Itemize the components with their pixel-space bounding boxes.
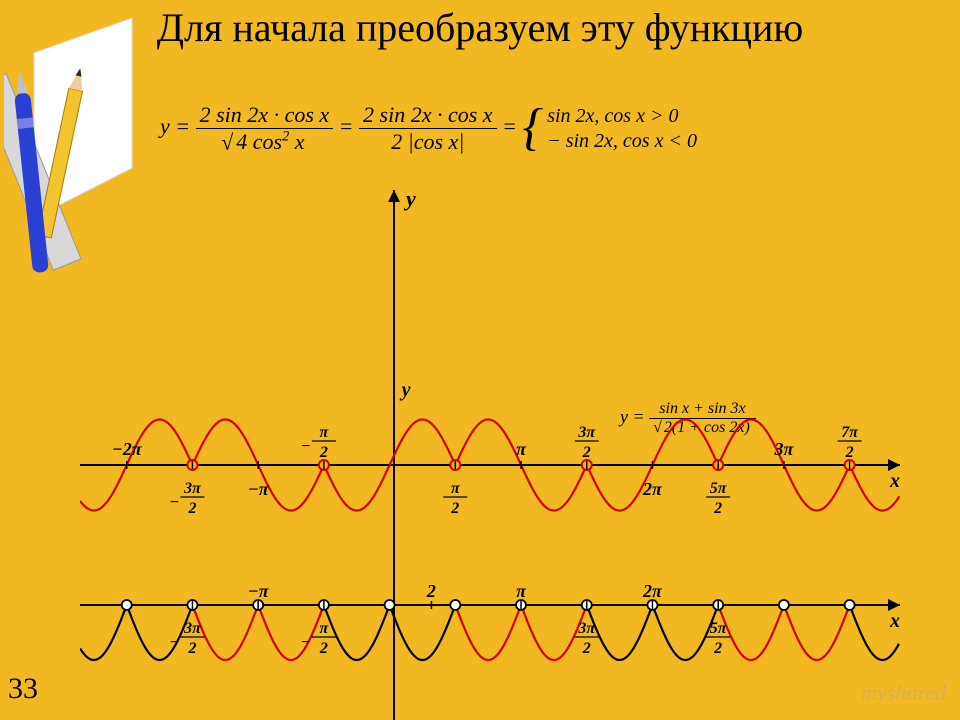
svg-text:7π: 7π <box>841 424 859 441</box>
svg-text:2: 2 <box>187 500 196 517</box>
svg-text:2: 2 <box>713 640 722 657</box>
svg-text:−: − <box>301 438 311 455</box>
slide-title: Для начала преобразуем эту функцию <box>0 6 960 50</box>
svg-text:2: 2 <box>582 640 591 657</box>
svg-text:π: π <box>516 581 527 601</box>
svg-text:2: 2 <box>426 581 436 601</box>
svg-text:y: y <box>400 380 411 401</box>
slide: { "background_color": "#f2b822", "title"… <box>0 0 960 720</box>
svg-text:3π: 3π <box>577 620 596 637</box>
main-equation: y = 2 sin 2x · cos x√4 cos2 x = 2 sin 2x… <box>160 102 860 172</box>
svg-text:−π: −π <box>248 479 270 499</box>
svg-text:2: 2 <box>319 444 328 461</box>
svg-text:2: 2 <box>713 500 722 517</box>
svg-text:3π: 3π <box>183 620 202 637</box>
page-number: 33 <box>8 672 38 706</box>
svg-text:x: x <box>889 610 900 632</box>
svg-text:5π: 5π <box>710 480 728 497</box>
plot-upper: x−2π−3π2−π−π2π2π3π22π5π23π7π2y <box>80 380 900 550</box>
watermark: myshared <box>861 680 946 706</box>
svg-text:−2π: −2π <box>112 439 143 459</box>
svg-text:−: − <box>170 634 180 651</box>
svg-text:x: x <box>889 470 900 492</box>
svg-text:2π: 2π <box>642 581 663 601</box>
svg-text:3π: 3π <box>577 424 596 441</box>
plot-lower: x−3π2−π−π22π3π22π5π2 <box>80 570 900 710</box>
svg-text:2: 2 <box>582 444 591 461</box>
svg-text:π: π <box>516 439 527 459</box>
svg-text:2: 2 <box>845 444 854 461</box>
svg-text:2: 2 <box>187 640 196 657</box>
svg-text:5π: 5π <box>710 620 728 637</box>
svg-text:2: 2 <box>319 640 328 657</box>
svg-text:2π: 2π <box>642 479 663 499</box>
svg-text:π: π <box>320 620 330 637</box>
svg-text:π: π <box>451 480 461 497</box>
stationery-icon <box>4 18 134 278</box>
svg-text:−: − <box>170 494 180 511</box>
svg-text:3π: 3π <box>183 480 202 497</box>
svg-text:−π: −π <box>248 581 270 601</box>
svg-text:−: − <box>301 634 311 651</box>
svg-text:3π: 3π <box>773 439 794 459</box>
svg-text:π: π <box>320 424 330 441</box>
svg-text:2: 2 <box>450 500 459 517</box>
